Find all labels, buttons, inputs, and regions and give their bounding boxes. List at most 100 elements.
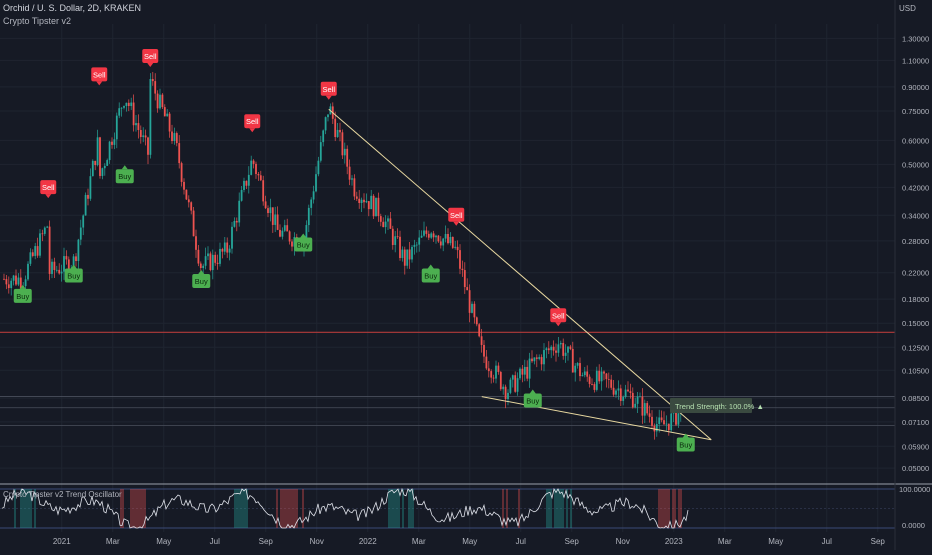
osc-zone <box>20 489 32 528</box>
candle-body <box>595 370 598 390</box>
candle-body <box>130 102 133 107</box>
y-tick-label: 0.90000 <box>902 83 929 92</box>
candle-body <box>53 261 56 271</box>
sell-signal: Sell <box>244 114 261 133</box>
candle-body <box>593 384 596 390</box>
candle-body <box>598 370 601 382</box>
candle-body <box>514 375 517 392</box>
wedge-upper-line <box>328 108 712 441</box>
osc-zone <box>276 489 278 528</box>
candle-body <box>19 277 22 289</box>
osc-zone <box>672 489 676 528</box>
candle-body <box>449 236 452 244</box>
candle-body <box>7 284 10 289</box>
candle-body <box>535 357 538 359</box>
candle-body <box>310 199 313 208</box>
osc-zone <box>408 489 414 528</box>
candle-body <box>63 256 65 272</box>
candle-body <box>5 279 8 285</box>
candle-body <box>617 388 620 391</box>
y-tick-label: 0.12500 <box>902 343 929 352</box>
candle-body <box>87 194 89 199</box>
candle-body <box>353 178 356 197</box>
osc-zone <box>658 489 670 528</box>
osc-bottom-label: 0.0000 <box>902 521 925 530</box>
osc-zone <box>280 489 298 528</box>
candle-body <box>334 118 337 138</box>
trend-strength-text: Trend Strength: 100.0% ▲ <box>675 402 764 411</box>
candle-body <box>269 207 272 214</box>
candle-body <box>113 139 116 145</box>
candle-body <box>214 254 217 263</box>
buy-signal: Buy <box>294 233 313 252</box>
sell-badge <box>320 81 337 96</box>
candle-body <box>516 378 519 392</box>
candle-body <box>240 189 243 201</box>
candle-body <box>29 252 32 264</box>
trend-strength-label: Trend Strength: 100.0% ▲ <box>670 398 764 413</box>
osc-line <box>1 487 689 529</box>
candle-body <box>569 346 572 349</box>
candle-body <box>283 225 286 231</box>
candle-body <box>77 239 80 262</box>
price-axis[interactable]: 1.30000 1.10000 0.90000 0.75000 0.60000 0.500… <box>894 0 929 550</box>
candle-body <box>118 108 121 116</box>
candle-body <box>58 269 61 274</box>
candle-body <box>343 148 346 156</box>
candle-body <box>238 200 241 223</box>
sell-label: Sell <box>450 211 463 220</box>
buy-badge <box>13 288 32 303</box>
x-tick-label: 2023 <box>665 537 683 546</box>
candle-body <box>173 133 176 142</box>
candle-body <box>454 246 457 248</box>
buy-signal: Buy <box>421 264 440 283</box>
candle-body <box>267 208 269 214</box>
candle-body <box>389 218 392 229</box>
sell-badge <box>40 180 57 195</box>
candle-body <box>276 214 279 230</box>
candle-body <box>509 379 512 393</box>
candle-body <box>377 197 380 217</box>
candle-body <box>651 416 653 426</box>
candle-body <box>545 348 548 351</box>
y-tick-label: 0.75000 <box>902 107 929 116</box>
candle-body <box>317 160 320 175</box>
candle-body <box>341 132 344 156</box>
sell-pointer <box>147 63 154 68</box>
candle-body <box>315 174 317 192</box>
candle-body <box>427 233 430 238</box>
candle-body <box>523 366 526 375</box>
candle-body <box>655 424 658 432</box>
candle-body <box>72 256 75 269</box>
candle-body <box>641 396 644 416</box>
osc-zone <box>546 489 552 528</box>
sell-badge <box>91 67 108 82</box>
candle-body <box>660 417 663 421</box>
candle-body <box>384 221 387 228</box>
time-axis[interactable]: 2021 Mar May Jul Sep Nov 2022 Mar May Jul Sep Nov 20… <box>53 537 886 546</box>
buy-badge <box>115 169 134 184</box>
candle-body <box>615 390 617 395</box>
trend-strength-box <box>670 398 752 413</box>
candle-body <box>432 233 435 238</box>
candle-body <box>547 348 550 351</box>
candle-body <box>581 375 584 377</box>
candle-body <box>219 248 221 264</box>
candle-body <box>583 371 586 376</box>
candle-body <box>629 391 632 393</box>
x-tick-label: Mar <box>718 537 732 546</box>
candle-body <box>183 181 185 190</box>
candle-body <box>204 256 207 266</box>
symbol-title: Orchid / U. S. Dollar, 2D, KRAKEN <box>3 3 142 13</box>
candle-body <box>521 368 524 375</box>
candle-body <box>394 236 397 245</box>
buy-pointer <box>529 389 536 394</box>
osc-zone <box>570 489 572 528</box>
buy-pointer <box>19 284 26 289</box>
buy-signal: Buy <box>192 270 211 289</box>
candle-body <box>255 163 257 175</box>
candle-body <box>603 371 605 374</box>
candle-body <box>571 348 574 373</box>
candle-body <box>475 317 478 325</box>
